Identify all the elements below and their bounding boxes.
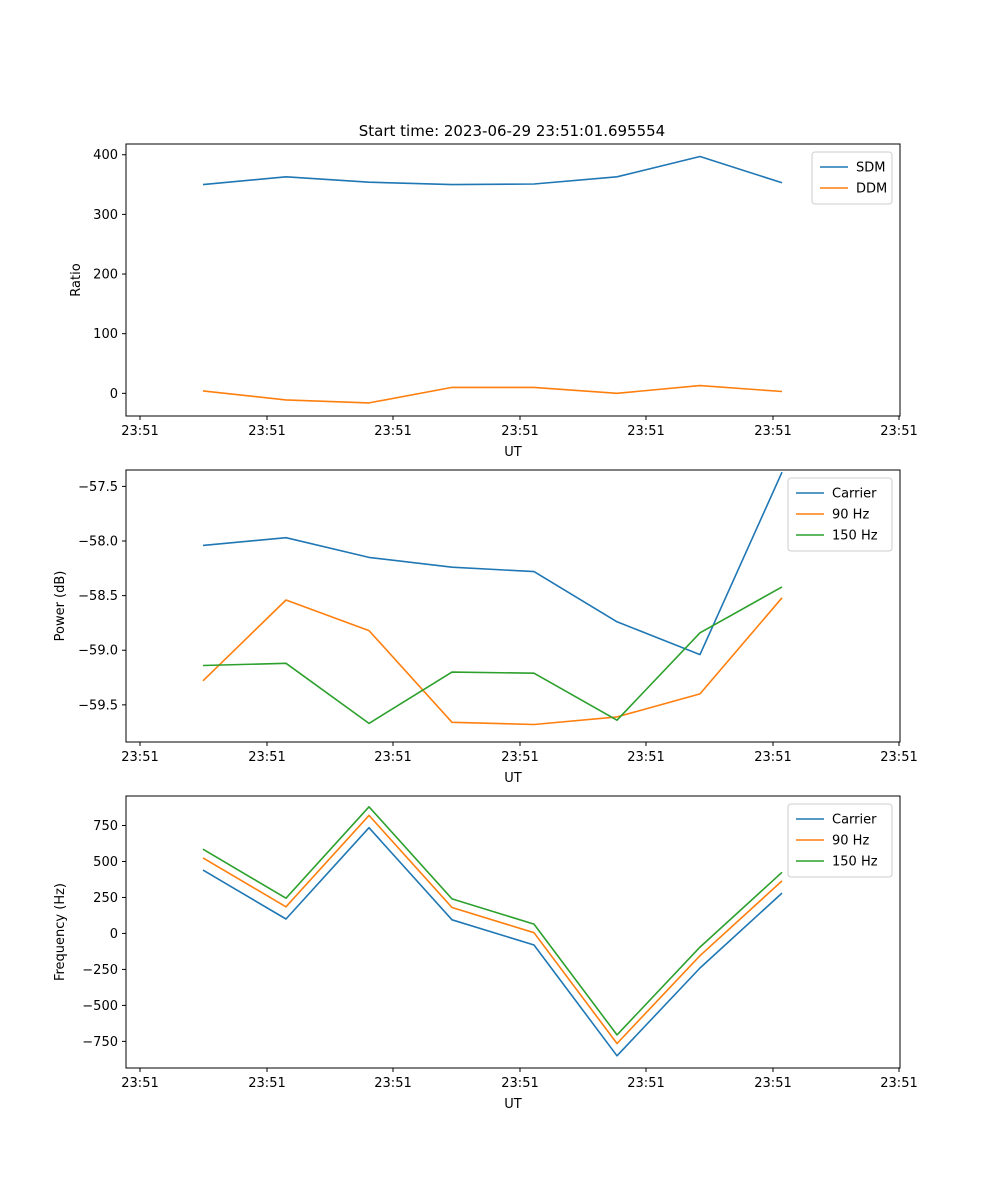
x-tick-label: 23:51 xyxy=(880,1076,917,1091)
legend-label: SDM xyxy=(856,161,885,176)
legend-label: 150 Hz xyxy=(832,529,878,544)
y-tick-label: −250 xyxy=(82,963,118,978)
x-tick-label: 23:51 xyxy=(121,750,158,765)
y-axis-label: Ratio xyxy=(69,263,84,296)
y-axis-label: Frequency (Hz) xyxy=(53,883,68,981)
x-tick-label: 23:51 xyxy=(374,1076,411,1091)
legend: SDM DDM xyxy=(811,151,893,205)
x-tick-label: 23:51 xyxy=(501,750,538,765)
x-tick-label: 23:51 xyxy=(754,424,791,439)
x-tick-label: 23:51 xyxy=(248,750,285,765)
y-tick-label: 750 xyxy=(93,819,118,834)
x-tick-label: 23:51 xyxy=(754,750,791,765)
x-tick-label: 23:51 xyxy=(501,1076,538,1091)
y-tick-label: −500 xyxy=(82,999,118,1014)
y-tick-label: −750 xyxy=(82,1035,118,1050)
y-tick-label: −57.5 xyxy=(78,480,118,495)
plot-area-frame xyxy=(125,795,901,1069)
series-line-ddm xyxy=(202,384,783,404)
legend-frame xyxy=(787,477,893,552)
y-axis-label: Power (dB) xyxy=(53,571,68,642)
y-tick-label: −59.0 xyxy=(78,644,118,659)
y-tick-label: 400 xyxy=(93,148,118,163)
legend: Carrier 90 Hz 150 Hz xyxy=(787,477,893,552)
x-axis-label: UT xyxy=(504,1097,522,1112)
y-tick-label: 0 xyxy=(110,927,118,942)
series-line-90-hz xyxy=(202,814,783,1045)
series-line-90-hz xyxy=(202,597,783,726)
x-tick-label: 23:51 xyxy=(627,1076,664,1091)
series-line-150-hz xyxy=(202,805,783,1036)
legend-label: 150 Hz xyxy=(832,855,878,870)
x-tick-label: 23:51 xyxy=(880,750,917,765)
x-tick-label: 23:51 xyxy=(374,424,411,439)
chart-panel-1: 23:51 23:51 23:51 23:51 23:51 23:51 23:51 0 100 2… xyxy=(69,143,918,460)
legend-label: DDM xyxy=(856,182,887,197)
legend-label: 90 Hz xyxy=(832,508,869,523)
legend-label: 90 Hz xyxy=(832,834,869,849)
x-tick-label: 23:51 xyxy=(374,750,411,765)
series-line-carrier xyxy=(202,826,783,1057)
legend-label: Carrier xyxy=(832,813,877,828)
x-tick-label: 23:51 xyxy=(248,1076,285,1091)
y-tick-label: 100 xyxy=(93,327,118,342)
legend: Carrier 90 Hz 150 Hz xyxy=(787,803,893,878)
y-tick-label: −58.0 xyxy=(78,535,118,550)
y-tick-label: 0 xyxy=(110,387,118,402)
y-tick-label: 200 xyxy=(93,268,118,283)
series-line-sdm xyxy=(202,155,783,186)
series-line-carrier xyxy=(202,471,783,656)
chart-panel-2: 23:51 23:51 23:51 23:51 23:51 23:51 23:51 −57.5… xyxy=(53,469,918,786)
x-tick-label: 23:51 xyxy=(121,1076,158,1091)
y-tick-label: 300 xyxy=(93,208,118,223)
y-tick-label: 500 xyxy=(93,855,118,870)
legend-frame xyxy=(787,803,893,878)
panels: 23:51 23:51 23:51 23:51 23:51 23:51 23:51 0 100 2… xyxy=(53,143,918,1112)
x-axis-label: UT xyxy=(504,771,522,786)
x-tick-label: 23:51 xyxy=(248,424,285,439)
x-tick-label: 23:51 xyxy=(627,750,664,765)
x-tick-label: 23:51 xyxy=(501,424,538,439)
x-tick-label: 23:51 xyxy=(754,1076,791,1091)
series-line-150-hz xyxy=(202,586,783,725)
plot-area-frame xyxy=(125,469,901,743)
figure-title: Start time: 2023-06-29 23:51:01.695554 xyxy=(359,122,665,140)
x-axis-label: UT xyxy=(504,445,522,460)
x-tick-label: 23:51 xyxy=(880,424,917,439)
y-tick-label: 250 xyxy=(93,891,118,906)
y-tick-label: −59.5 xyxy=(78,698,118,713)
legend-label: Carrier xyxy=(832,487,877,502)
legend-frame xyxy=(811,151,893,205)
plot-area-frame xyxy=(125,143,901,417)
y-tick-label: −58.5 xyxy=(78,589,118,604)
chart-panel-3: 23:51 23:51 23:51 23:51 23:51 23:51 23:51 750 50… xyxy=(53,795,918,1112)
x-tick-label: 23:51 xyxy=(627,424,664,439)
x-tick-label: 23:51 xyxy=(121,424,158,439)
